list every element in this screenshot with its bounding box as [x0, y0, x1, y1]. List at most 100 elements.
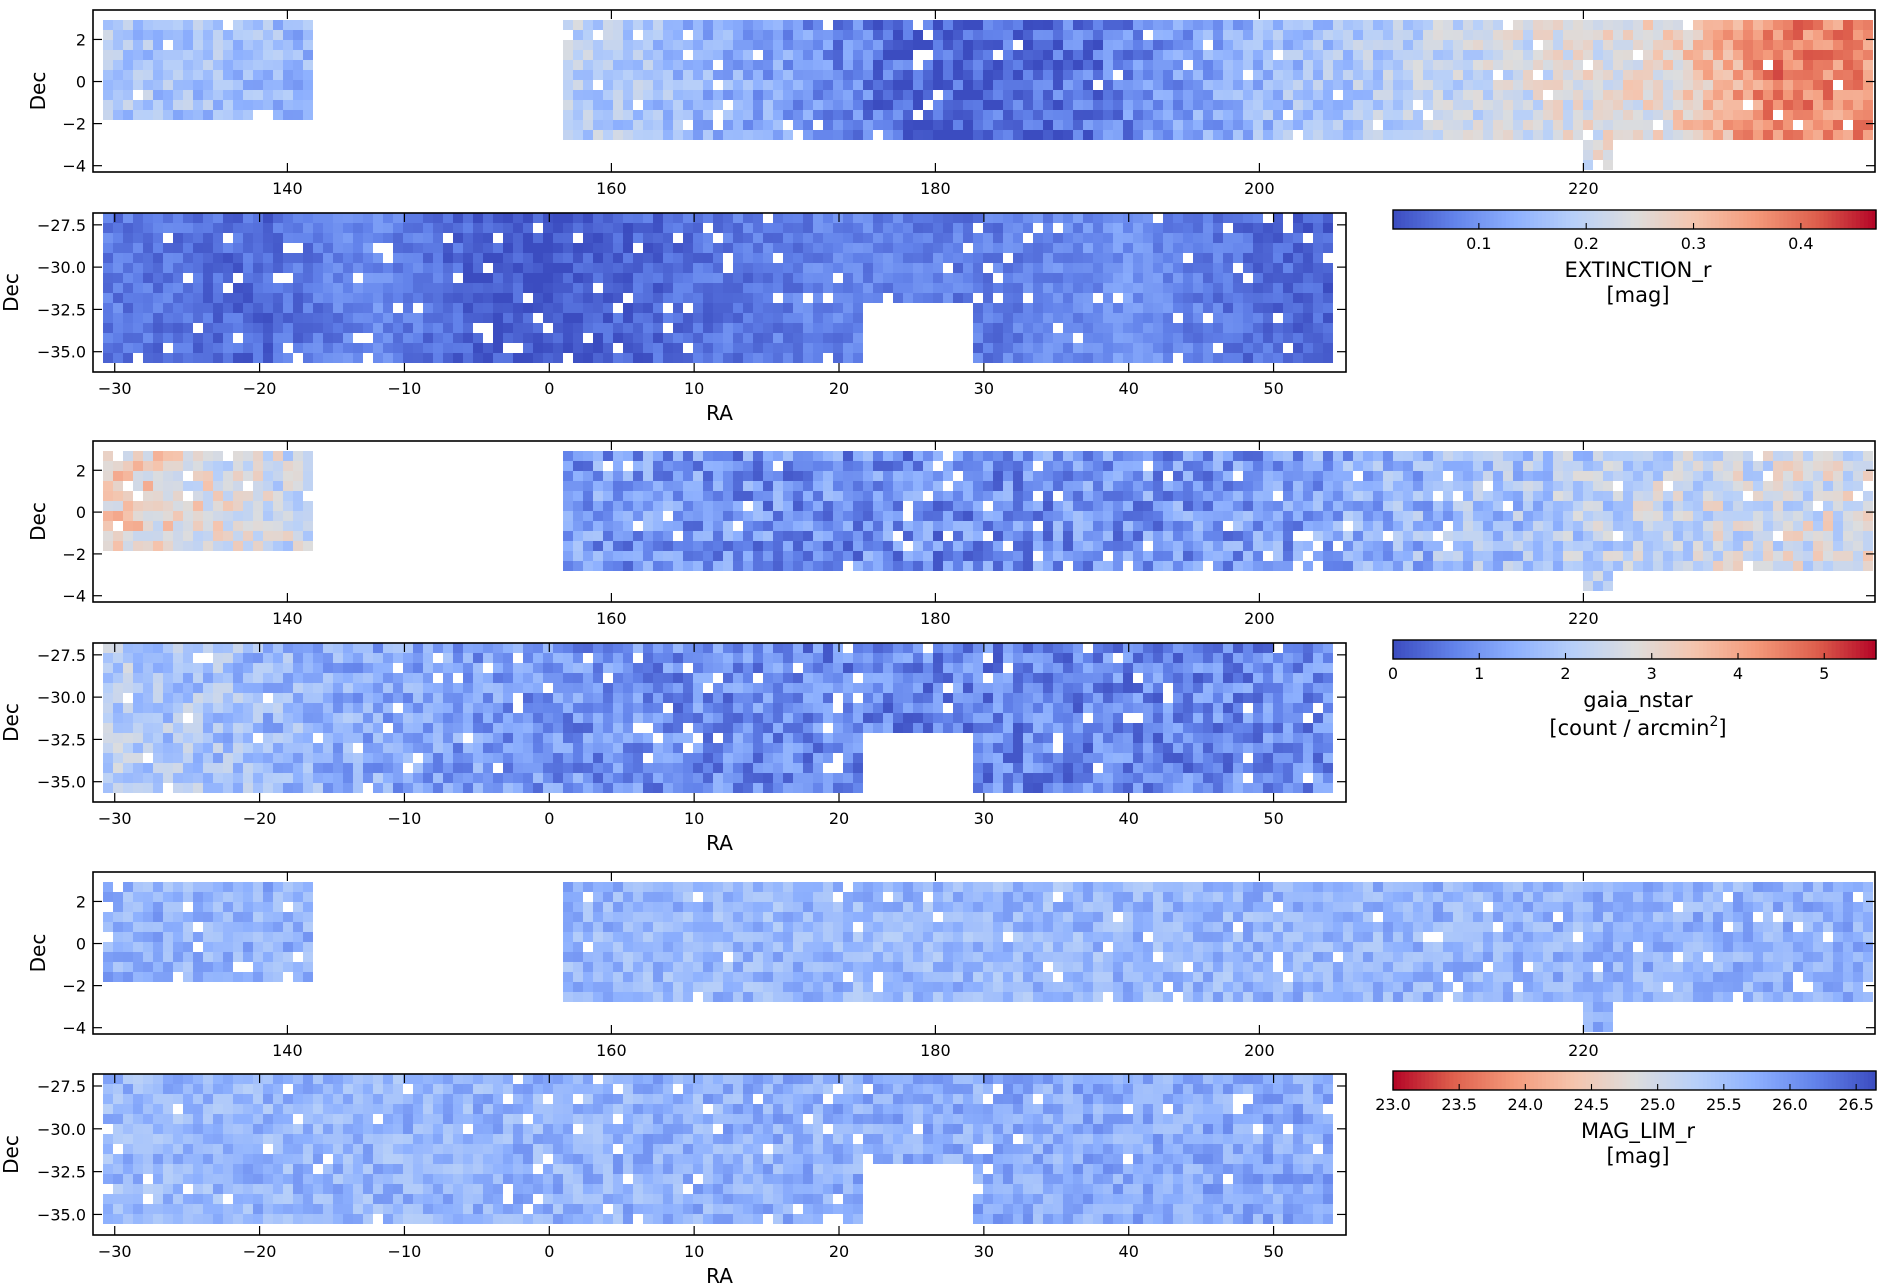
heatmap-cell — [1383, 501, 1393, 511]
heatmap-cell — [1143, 100, 1153, 110]
heatmap-cell — [1653, 491, 1663, 501]
heatmap-cell — [213, 20, 223, 30]
heatmap-cell — [703, 130, 713, 140]
heatmap-cell — [1033, 471, 1043, 481]
heatmap-cell — [1133, 263, 1143, 273]
heatmap-cell — [1173, 70, 1183, 80]
heatmap-cell — [293, 30, 303, 40]
heatmap-cell — [933, 60, 943, 70]
heatmap-cell — [1193, 30, 1203, 40]
heatmap-cell — [263, 40, 273, 50]
heatmap-cell — [173, 60, 183, 70]
heatmap-cell — [1013, 461, 1023, 471]
heatmap-cell — [1533, 531, 1543, 541]
heatmap-cell — [573, 283, 583, 293]
heatmap-cell — [1253, 343, 1263, 353]
heatmap-cell — [1133, 243, 1143, 253]
heatmap-cell — [1263, 80, 1273, 90]
heatmap-cell — [1123, 60, 1133, 70]
heatmap-cell — [1653, 501, 1663, 511]
heatmap-cell — [773, 451, 783, 461]
heatmap-cell — [1123, 451, 1133, 461]
heatmap-cell — [1473, 461, 1483, 471]
heatmap-cell — [1643, 541, 1653, 551]
heatmap-cell — [1013, 561, 1023, 571]
heatmap-cell — [1073, 80, 1083, 90]
heatmap-cell — [1073, 90, 1083, 100]
heatmap-cell — [1243, 120, 1253, 130]
heatmap-cell — [1603, 531, 1613, 541]
heatmap-cell — [693, 323, 703, 333]
heatmap-cell — [1173, 511, 1183, 521]
heatmap-cell — [993, 283, 1003, 293]
heatmap-cell — [1703, 90, 1713, 100]
heatmap-cell — [1173, 561, 1183, 571]
heatmap-cell — [1353, 110, 1363, 120]
heatmap-cell — [1803, 70, 1813, 80]
heatmap-cell — [153, 481, 163, 491]
heatmap-cell — [753, 461, 763, 471]
heatmap-cell — [253, 263, 263, 273]
heatmap-cell — [1653, 551, 1663, 561]
heatmap-cell — [223, 293, 233, 303]
heatmap-cell — [1623, 561, 1633, 571]
heatmap-cell — [713, 531, 723, 541]
heatmap-cell — [1163, 451, 1173, 461]
heatmap-cell — [1623, 511, 1633, 521]
heatmap-cell — [1293, 253, 1303, 263]
heatmap-cell — [1173, 461, 1183, 471]
heatmap-cell — [223, 60, 233, 70]
heatmap-cell — [573, 323, 583, 333]
heatmap-cell — [1263, 451, 1273, 461]
heatmap-cell — [253, 273, 263, 283]
heatmap-cell — [1363, 30, 1373, 40]
heatmap-cell — [513, 283, 523, 293]
heatmap-cell — [333, 243, 343, 253]
heatmap-cell — [773, 20, 783, 30]
heatmap-cell — [763, 120, 773, 130]
heatmap-cell — [333, 283, 343, 293]
heatmap-cell — [483, 223, 493, 233]
heatmap-cell — [283, 313, 293, 323]
heatmap-cell — [243, 50, 253, 60]
heatmap-cell — [1573, 561, 1583, 571]
heatmap-cell — [853, 541, 863, 551]
heatmap-cell — [683, 223, 693, 233]
heatmap-cell — [763, 283, 773, 293]
heatmap-cell — [613, 551, 623, 561]
heatmap-cell — [323, 253, 333, 263]
heatmap-cell — [733, 283, 743, 293]
heatmap-cell — [1583, 511, 1593, 521]
heatmap-cell — [1753, 50, 1763, 60]
y-axis-label: Dec — [26, 72, 50, 111]
heatmap-cell — [623, 501, 633, 511]
heatmap-cell — [303, 253, 313, 263]
heatmap-cell — [753, 80, 763, 90]
heatmap-cell — [783, 481, 793, 491]
heatmap-cell — [683, 60, 693, 70]
heatmap-cell — [503, 233, 513, 243]
heatmap-cell — [883, 491, 893, 501]
heatmap-cell — [1393, 60, 1403, 70]
heatmap-cell — [1673, 551, 1683, 561]
heatmap-cell — [633, 293, 643, 303]
heatmap-cell — [1713, 130, 1723, 140]
heatmap-cell — [1153, 313, 1163, 323]
heatmap-cell — [373, 293, 383, 303]
heatmap-cell — [1153, 333, 1163, 343]
heatmap-cell — [183, 243, 193, 253]
heatmap-cell — [1473, 50, 1483, 60]
heatmap-cell — [173, 100, 183, 110]
heatmap-cell — [1433, 461, 1443, 471]
heatmap-cell — [913, 451, 923, 461]
heatmap-cell — [723, 130, 733, 140]
y-tick-label: −35.0 — [37, 343, 86, 362]
heatmap-cell — [983, 243, 993, 253]
heatmap-cell — [513, 353, 523, 363]
heatmap-cell — [943, 501, 953, 511]
heatmap-cell — [1113, 100, 1123, 110]
heatmap-cell — [1573, 531, 1583, 541]
heatmap-cell — [583, 130, 593, 140]
heatmap-cell — [1193, 511, 1203, 521]
heatmap-cell — [1123, 283, 1133, 293]
